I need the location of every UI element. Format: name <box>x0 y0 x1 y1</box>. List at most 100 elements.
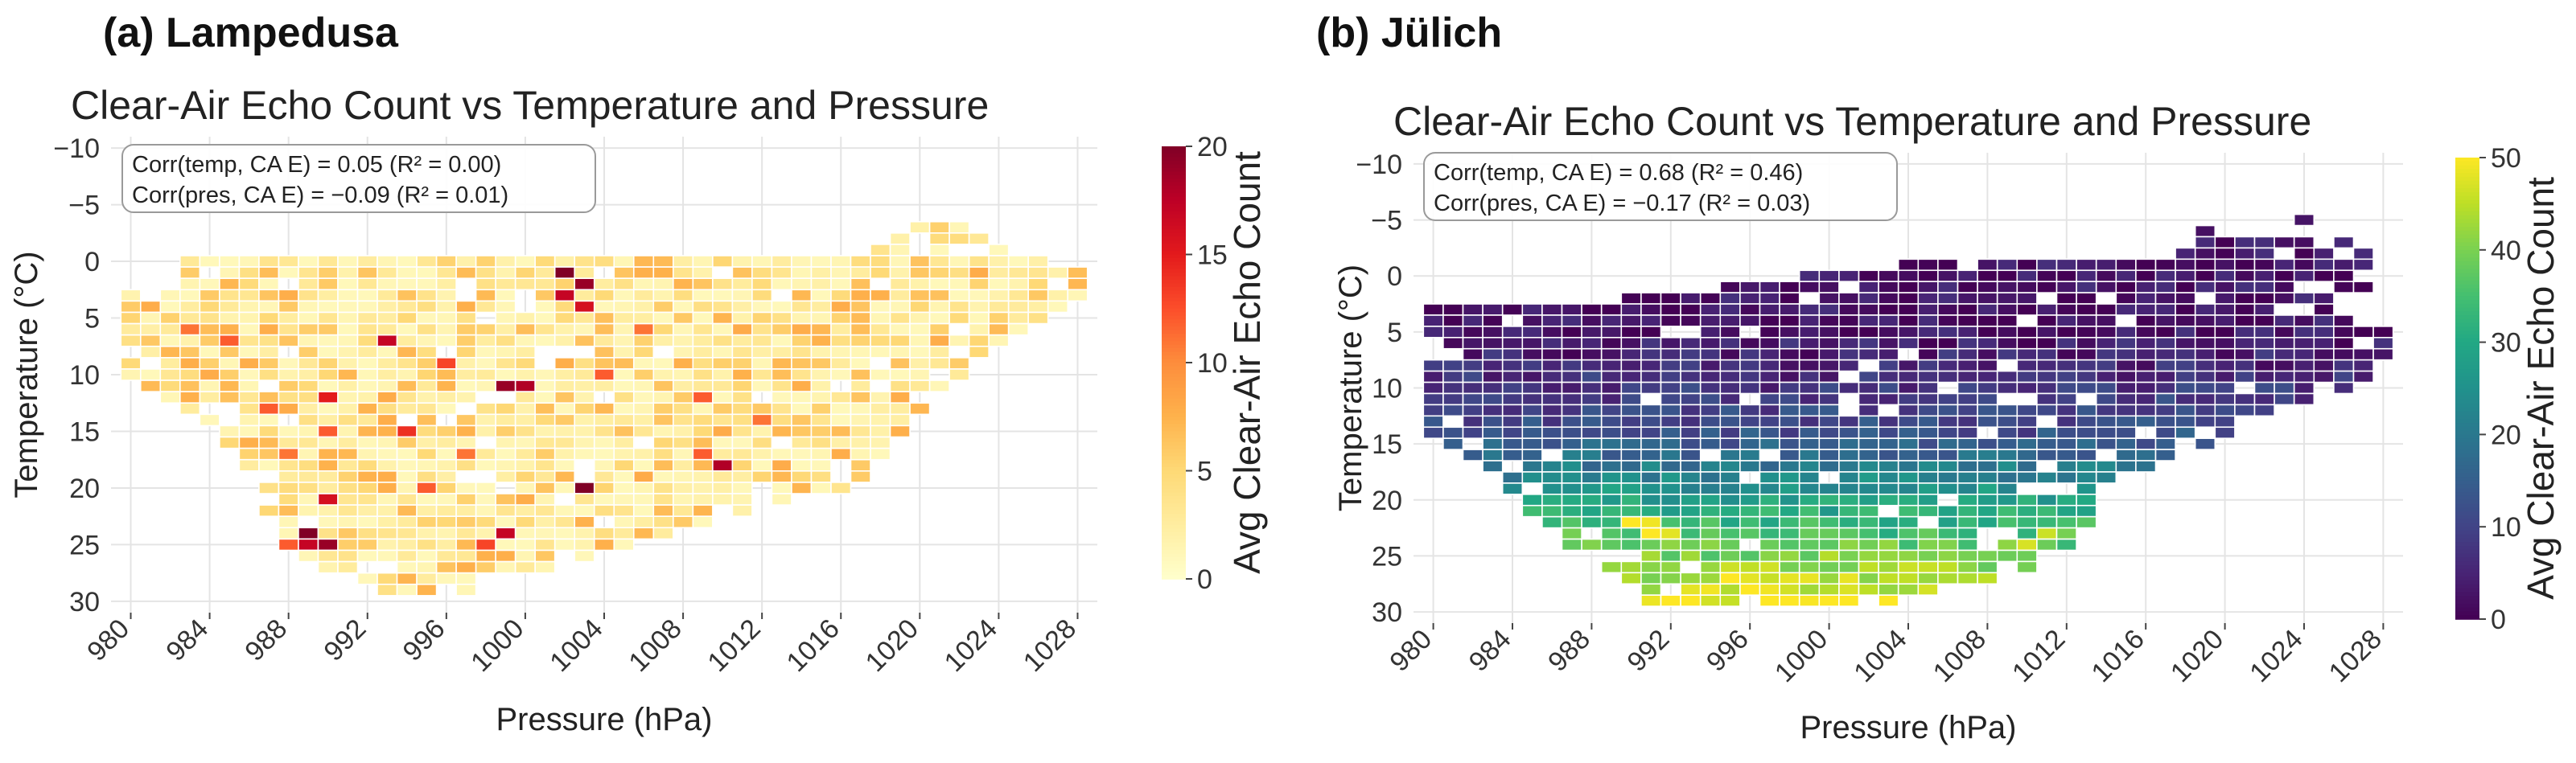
a-cbar-seg-77 <box>1162 424 1186 429</box>
cell-a-1012-16 <box>751 436 773 449</box>
a-cbar-seg-17 <box>1162 207 1186 212</box>
cell-b-996-12 <box>1739 404 1761 417</box>
cell-a-990-27 <box>317 560 339 574</box>
cell-b-1007-23 <box>1957 527 1978 540</box>
cell-a-1008-1 <box>673 266 694 279</box>
cell-a-1024-1 <box>988 266 1010 279</box>
cell-a-984-0 <box>199 255 220 268</box>
cell-b-994-25 <box>1699 549 1722 563</box>
b-cbar-seg-77 <box>2455 453 2479 458</box>
b-cbar-seg-116 <box>2455 603 2479 609</box>
a-ytick--5: −5 <box>68 191 100 221</box>
cell-a-1019--1 <box>889 244 911 256</box>
cell-a-994-23 <box>396 515 418 529</box>
cell-a-1019--2 <box>889 232 911 245</box>
cell-b-983-8 <box>1482 359 1504 372</box>
cell-b-1015-7 <box>2115 347 2137 361</box>
cell-b-980-12 <box>1422 404 1444 417</box>
cell-a-984-6 <box>199 322 220 336</box>
cell-b-1026-1 <box>2333 281 2355 293</box>
cell-b-998-8 <box>1779 359 1800 372</box>
b-cbar-seg-49 <box>2455 346 2479 351</box>
cell-b-996-23 <box>1739 527 1761 540</box>
cell-a-994-25 <box>396 538 418 552</box>
cell-b-999-23 <box>1798 527 1821 540</box>
cell-a-1017-13 <box>850 402 871 416</box>
cell-b-1007-27 <box>1957 572 1978 585</box>
cell-a-1013-15 <box>771 425 792 438</box>
cell-a-1019-13 <box>889 402 911 416</box>
a-cbar-seg-119 <box>1162 575 1186 580</box>
cell-a-1001-7 <box>534 334 556 347</box>
cell-a-996-3 <box>435 289 457 302</box>
cell-a-993-15 <box>377 425 398 438</box>
cell-b-995-2 <box>1719 292 1741 305</box>
cell-a-999-23 <box>495 515 516 529</box>
cell-b-986-13 <box>1541 415 1563 429</box>
cell-a-1007-16 <box>652 436 674 449</box>
cell-a-992-21 <box>356 493 378 506</box>
cell-a-1008-21 <box>673 493 694 506</box>
cell-a-1000-7 <box>514 334 536 347</box>
cell-b-1012--1 <box>2055 258 2077 272</box>
cell-a-1000-6 <box>514 322 536 336</box>
cell-a-991-9 <box>337 357 359 370</box>
cell-b-985-12 <box>1521 404 1543 417</box>
cell-b-1007-17 <box>1957 460 1978 473</box>
cell-a-1006-21 <box>632 493 655 506</box>
cell-b-1003-15 <box>1878 437 1899 450</box>
cell-a-1009-19 <box>692 470 714 483</box>
cell-b-992-22 <box>1660 515 1681 529</box>
cell-a-998-6 <box>475 322 496 336</box>
cell-a-1007-14 <box>652 413 674 427</box>
cell-b-992-12 <box>1660 404 1681 417</box>
b-cbar-seg-81 <box>2455 469 2479 474</box>
cell-b-1010-1 <box>2016 281 2038 293</box>
cell-b-998-20 <box>1779 494 1800 507</box>
cell-a-1004-18 <box>593 458 615 472</box>
cell-a-1014-3 <box>791 289 813 302</box>
cell-b-998-22 <box>1779 515 1800 529</box>
cell-a-987-12 <box>258 391 280 404</box>
cell-a-986-7 <box>238 334 260 347</box>
cell-a-994-13 <box>396 402 418 416</box>
cell-a-1020-0 <box>909 255 931 268</box>
cell-a-1010-6 <box>712 322 734 336</box>
b-cbar-seg-63 <box>2455 400 2479 404</box>
cell-b-1005-6 <box>1917 337 1939 350</box>
cell-b-1025-3 <box>2313 303 2335 316</box>
cell-b-1001-18 <box>1838 471 1860 484</box>
cell-b-992-8 <box>1660 359 1681 372</box>
cell-a-1022-3 <box>949 289 970 302</box>
cell-a-1002-12 <box>553 391 576 404</box>
cell-a-994-11 <box>396 379 418 392</box>
cell-b-1019-4 <box>2194 314 2216 327</box>
b-xtick-1028: 1028 <box>2323 624 2388 688</box>
cell-b-1014-5 <box>2095 326 2117 338</box>
a-cbar-seg-54 <box>1162 341 1186 346</box>
cell-a-996-15 <box>435 425 457 438</box>
cell-a-1021-8 <box>928 345 950 359</box>
cell-b-1011-1 <box>2036 281 2058 293</box>
cell-b-990-26 <box>1620 560 1642 574</box>
cell-b-1012-1 <box>2055 281 2077 293</box>
cell-a-997-9 <box>455 357 477 370</box>
cell-a-991-10 <box>337 368 359 381</box>
cell-b-1018-7 <box>2175 347 2196 361</box>
b-cbar-seg-100 <box>2455 542 2479 547</box>
cell-b-989-14 <box>1600 426 1623 439</box>
cell-a-1018-4 <box>870 300 891 314</box>
cell-b-997-12 <box>1759 404 1780 417</box>
cell-a-995-9 <box>416 357 438 370</box>
cell-b-995-14 <box>1719 426 1741 439</box>
cell-a-1004-10 <box>593 368 615 381</box>
cell-a-1007-19 <box>652 470 674 483</box>
panel-b-title: Clear-Air Echo Count vs Temperature and … <box>1393 99 2311 144</box>
panel-a-annotation-frame <box>121 144 596 213</box>
cell-b-1011-8 <box>2036 359 2058 372</box>
a-cbar-seg-102 <box>1162 514 1186 519</box>
cell-a-1008-22 <box>673 504 694 517</box>
cell-b-989-5 <box>1600 326 1623 338</box>
cell-b-1007-14 <box>1957 426 1978 439</box>
cell-a-998-0 <box>475 255 496 268</box>
